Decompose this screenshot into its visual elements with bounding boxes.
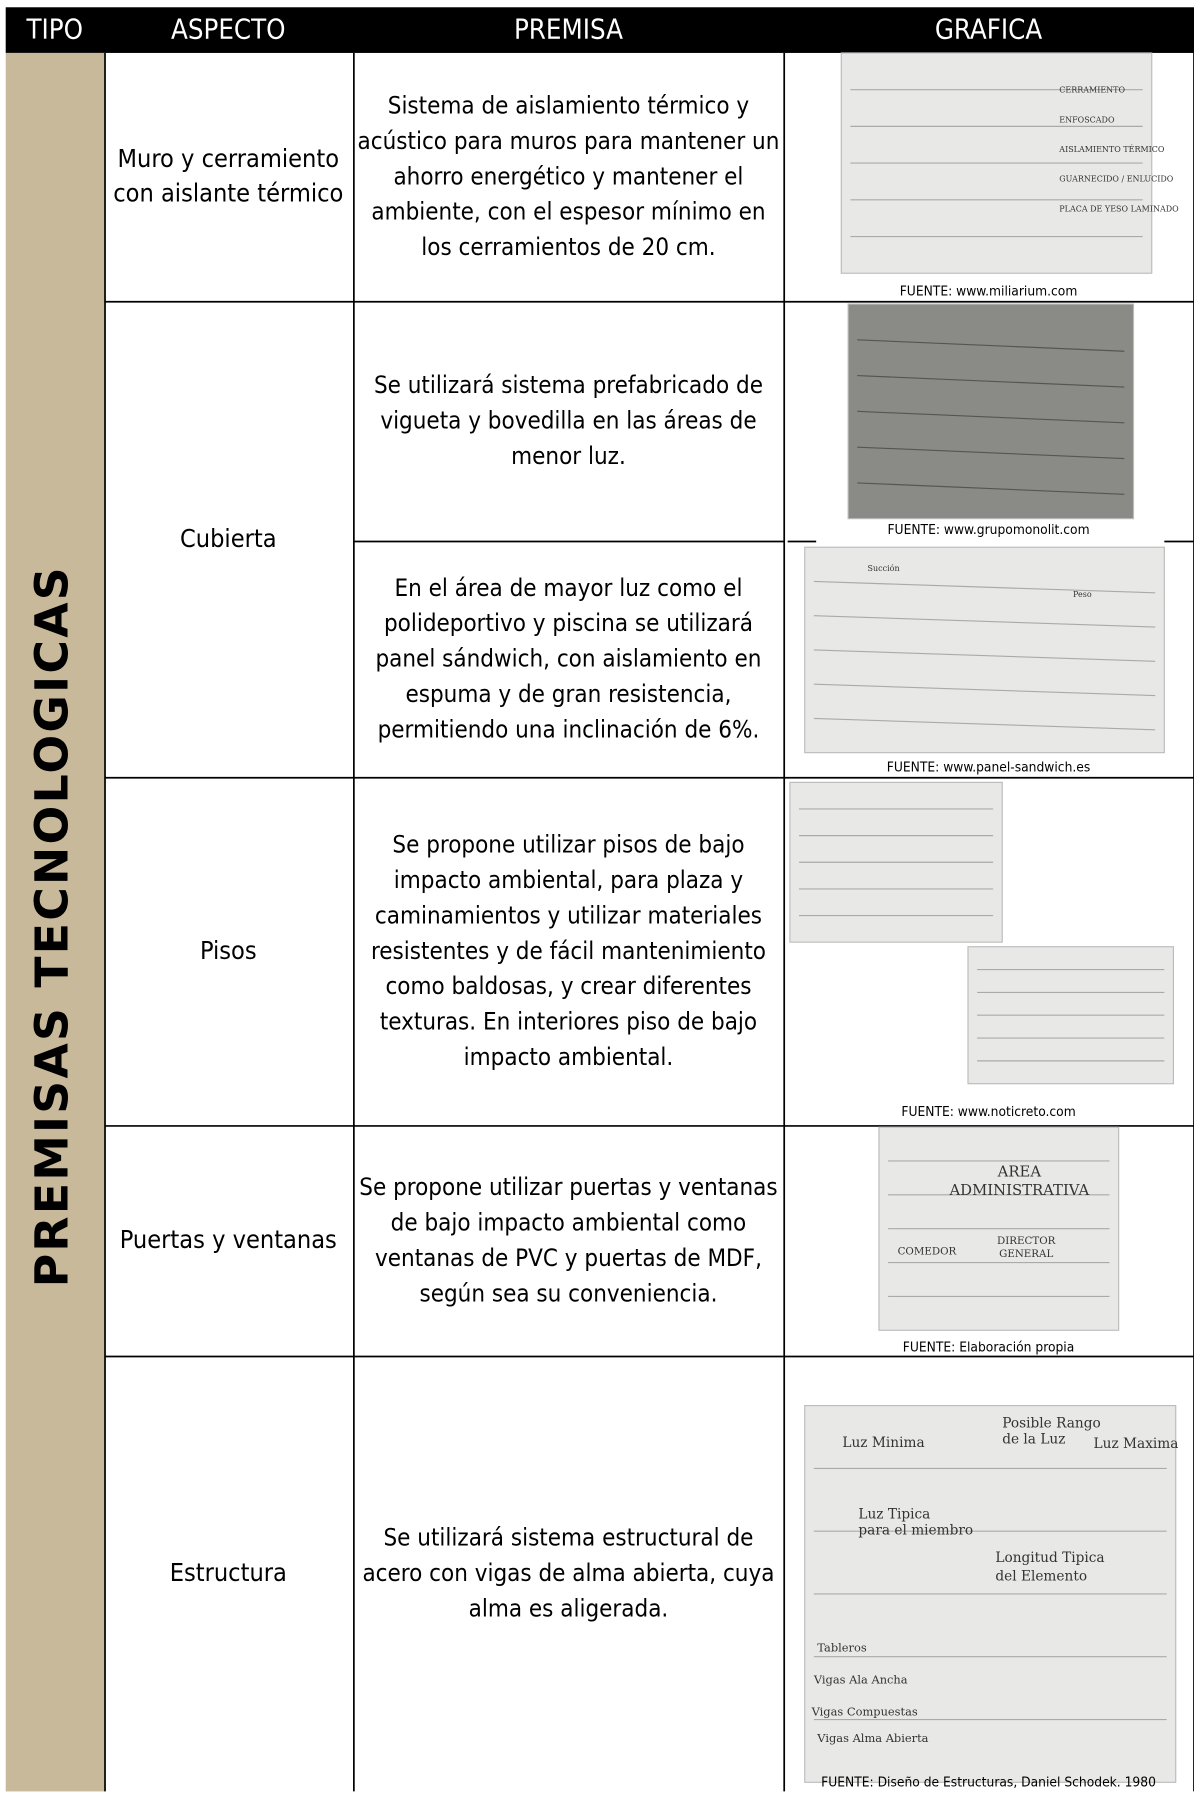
figure-line [857, 339, 1125, 352]
header-label: TIPO [26, 15, 84, 46]
figure-label: Peso [1073, 590, 1092, 599]
cell-text: ahorro energético y mantener el [393, 162, 743, 190]
cell-text: impacto ambiental, para plaza y [394, 866, 744, 894]
figure-label: DIRECTOR [997, 1235, 1056, 1247]
figure-label: Posible Rango [1002, 1415, 1101, 1431]
cell-text: polideportivo y piscina se utilizará [384, 609, 753, 637]
cell-text: acústico para muros para mantener un [358, 127, 780, 155]
source: FUENTE: www.panel-sandwich.es [887, 760, 1091, 776]
figure-label: Vigas Compuestas [811, 1705, 918, 1719]
figure-label: Vigas Ala Ancha [813, 1673, 908, 1687]
cell-text: ambiente, con el espesor mínimo en [371, 198, 765, 226]
figure-label: ADMINISTRATIVA [948, 1182, 1089, 1199]
cell-text: Se utilizará sistema estructural de [383, 1524, 753, 1552]
figure-label: Luz Maxima [1094, 1436, 1179, 1452]
figure-label: CERRAMIENTO [1059, 86, 1125, 95]
figure-line [857, 410, 1125, 424]
cell-text: los cerramientos de 20 cm. [421, 233, 715, 261]
tipo-label: PREMISAS TECNOLOGICAS [25, 565, 78, 1287]
cell-text: Se utilizará sistema prefabricado de [374, 371, 763, 399]
cell-text: texturas. En interiores piso de bajo [380, 1008, 757, 1036]
figure-label: COMEDOR [898, 1246, 957, 1258]
figure-line [813, 683, 1156, 697]
cell-text: Muro y cerramiento [118, 144, 340, 173]
cell-text: Pisos [200, 936, 257, 965]
figure-label: GENERAL [999, 1248, 1053, 1260]
figure-label: AISLAMIENTO TÉRMICO [1058, 145, 1165, 154]
cell-text: Puertas y ventanas [120, 1225, 337, 1254]
figure-line [857, 375, 1125, 388]
figure-line [813, 615, 1156, 628]
cell-text: panel sándwich, con aislamiento en [375, 645, 761, 673]
header-label: ASPECTO [171, 15, 286, 46]
figure-label: Longitud Tipica [995, 1550, 1104, 1566]
source: FUENTE: www.miliarium.com [900, 284, 1078, 300]
source: FUENTE: www.noticreto.com [901, 1104, 1075, 1120]
figure-label: del Elemento [995, 1568, 1087, 1584]
source: FUENTE: www.grupomonolit.com [887, 522, 1089, 538]
figure-line [857, 446, 1125, 460]
figure-label: AREA [997, 1164, 1042, 1181]
figure-label: Luz Minima [842, 1435, 924, 1451]
cell-text: acero con vigas de alma abierta, cuya [362, 1559, 774, 1587]
cell-text: menor luz. [511, 442, 626, 470]
cell-text: Cubierta [180, 524, 277, 553]
figure [804, 546, 1165, 754]
cell-text: de bajo impacto ambiental como [391, 1209, 747, 1237]
figure-label: PLACA DE YESO LAMINADO [1059, 204, 1179, 213]
header-label: PREMISA [514, 15, 623, 46]
figure-label: para el miembro [858, 1523, 973, 1539]
cell-text: vigueta y bovedilla en las áreas de [380, 407, 756, 435]
header-bar [5, 7, 1194, 53]
figure-label: Vigas Alma Abierta [816, 1731, 928, 1745]
cell-text: como baldosas, y crear diferentes [385, 972, 751, 1000]
cell-text: según sea su conveniencia. [419, 1279, 717, 1307]
cell-text: Se propone utilizar puertas y ventanas [359, 1173, 777, 1201]
header-label: GRAFICA [935, 15, 1043, 46]
tipo-cell [5, 52, 106, 1792]
figure-label: de la Luz [1002, 1431, 1065, 1447]
source: FUENTE: Diseño de Estructuras, Daniel Sc… [821, 1774, 1156, 1790]
cell-text: permitiendo una inclinación de 6%. [378, 715, 760, 743]
figure-label: Succión [868, 564, 900, 573]
source: FUENTE: Elaboración propia [903, 1339, 1075, 1355]
figure-label: ENFOSCADO [1059, 115, 1115, 124]
figure-line [813, 580, 1156, 594]
cell-text: impacto ambiental. [464, 1043, 674, 1071]
cell-text: resistentes y de fácil mantenimiento [371, 937, 766, 965]
cell-text: ventanas de PVC y puertas de MDF, [375, 1244, 762, 1272]
cell-text: Se propone utilizar pisos de bajo [392, 831, 744, 859]
cell-text: con aislante térmico [113, 178, 343, 207]
cell-text: alma es aligerada. [469, 1594, 669, 1622]
figure-label: Luz Tipica [858, 1507, 930, 1523]
figure-label: Tableros [817, 1641, 867, 1655]
figure-line [813, 649, 1156, 662]
figure [847, 303, 1135, 520]
cell-text: caminamientos y utilizar materiales [375, 901, 762, 929]
cell-text: En el área de mayor luz como el [394, 574, 742, 602]
figure-line [813, 717, 1156, 731]
cell-text: Sistema de aislamiento térmico y [388, 92, 750, 120]
figure-line [857, 482, 1125, 495]
cell-text: espuma y de gran resistencia, [405, 680, 731, 708]
cell-text: Estructura [170, 1558, 287, 1587]
figure-label: GUARNECIDO / ENLUCIDO [1059, 175, 1174, 184]
